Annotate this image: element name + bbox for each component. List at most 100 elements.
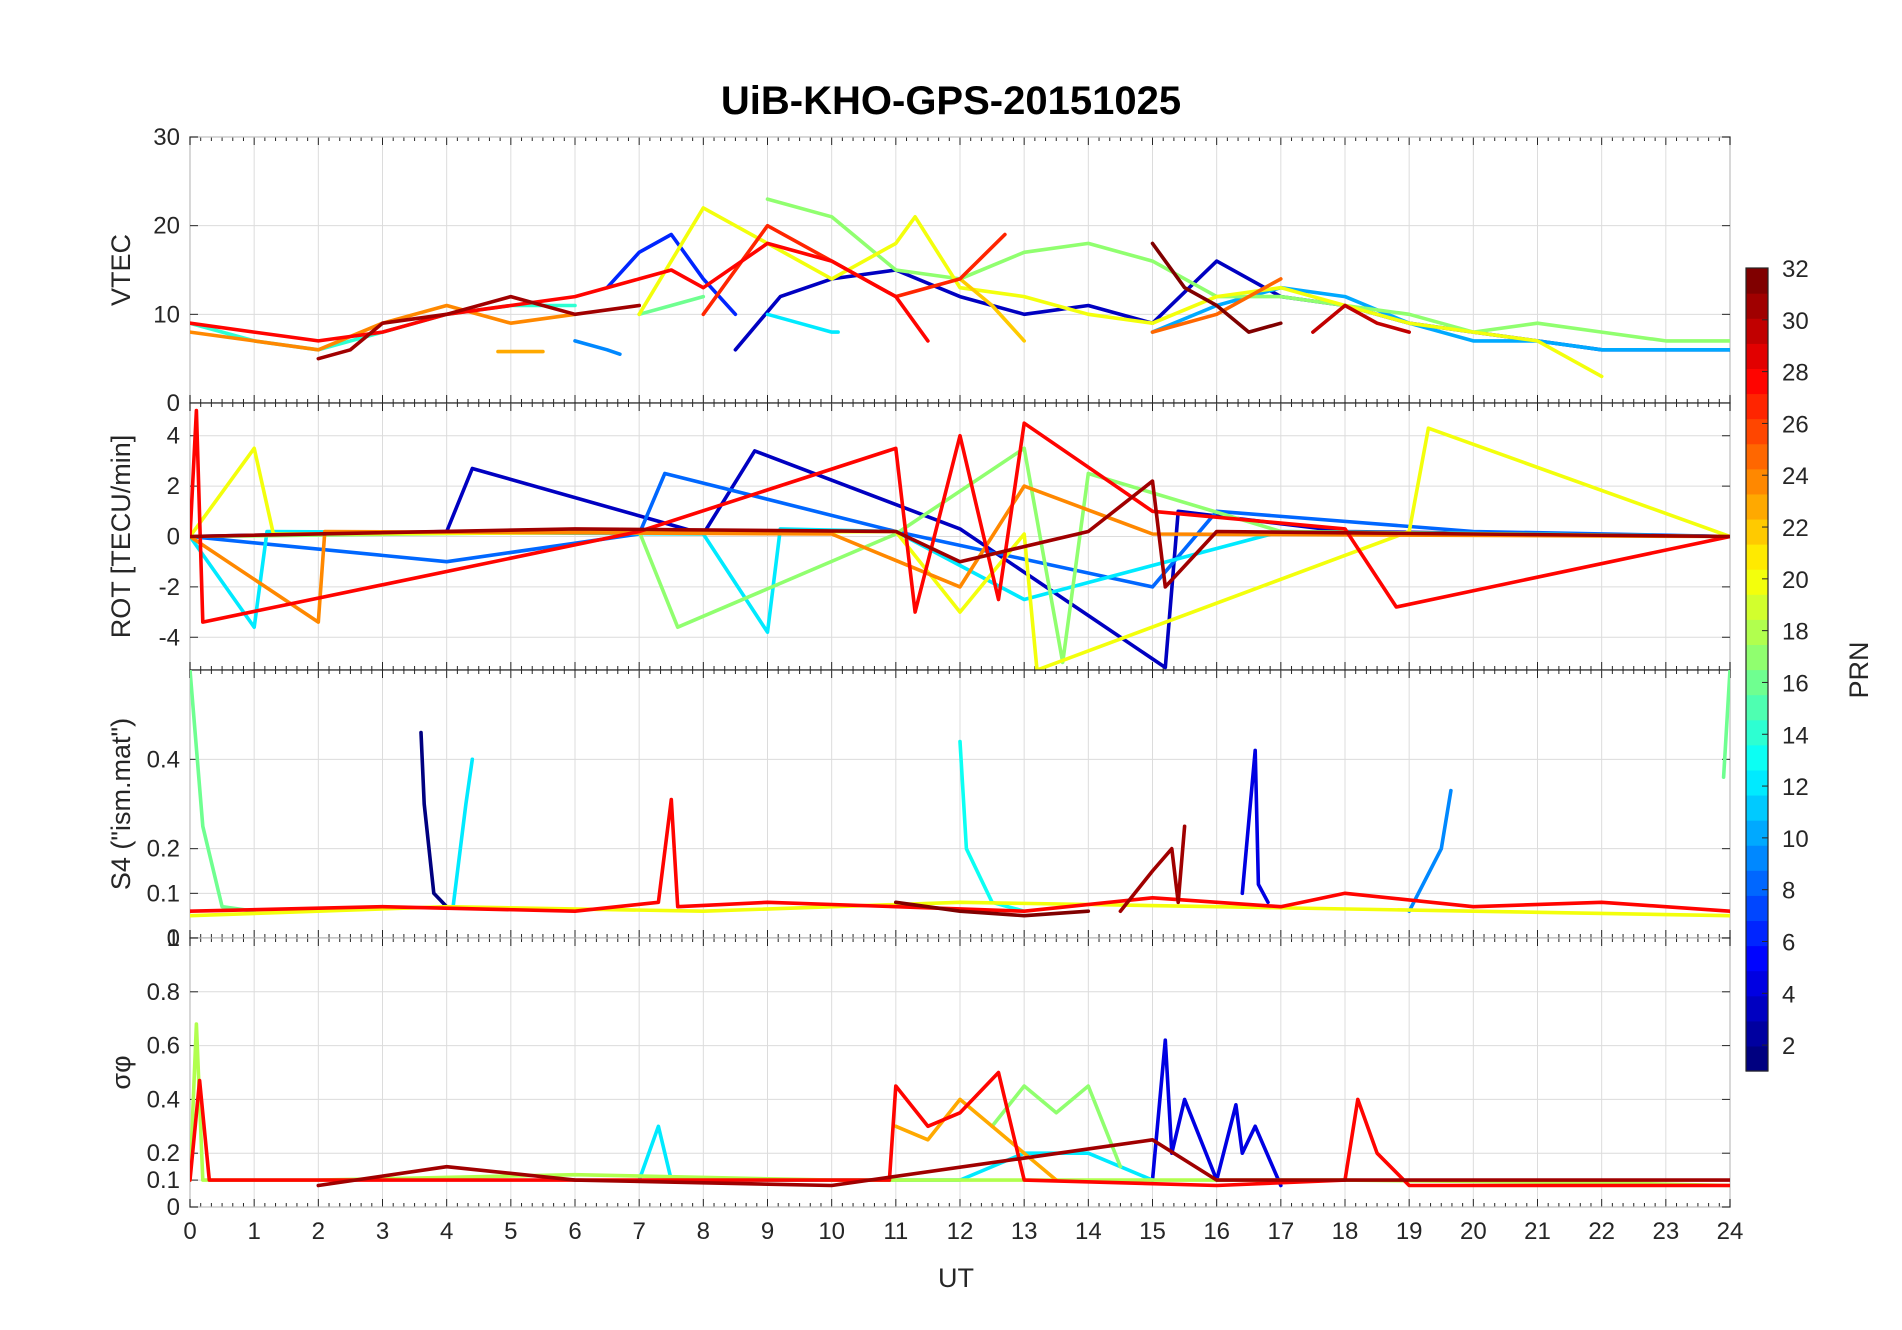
colorbar-tick-label: 22 xyxy=(1782,515,1809,542)
x-tick-label: 8 xyxy=(697,1218,710,1245)
colorbar-tick-label: 24 xyxy=(1782,463,1809,490)
colorbar-segment xyxy=(1746,368,1768,395)
y-tick-label: 0.2 xyxy=(147,1140,180,1167)
series-line-prn-16 xyxy=(1721,670,1730,779)
colorbar-segment xyxy=(1746,343,1768,369)
series-line-prn-30 xyxy=(1311,303,1411,334)
x-tick-label: 1 xyxy=(247,1218,260,1245)
y-tick-label: 0 xyxy=(167,925,180,952)
panel-3-y-label: S4 ("ism.mat") xyxy=(106,718,136,890)
x-tick-label: 15 xyxy=(1139,1218,1166,1245)
colorbar-segment xyxy=(1746,970,1768,997)
colorbar-tick-label: 6 xyxy=(1782,929,1795,956)
series-line-prn-12 xyxy=(190,527,1730,634)
colorbar-segment xyxy=(1746,794,1768,821)
x-tick-label: 14 xyxy=(1075,1218,1102,1245)
x-tick-label: 7 xyxy=(632,1218,645,1245)
series-line-prn-25 xyxy=(1150,277,1283,334)
y-tick-label: 10 xyxy=(153,301,180,328)
series-line-prn-17 xyxy=(990,1084,1123,1169)
series-line-prn-13 xyxy=(958,739,1026,913)
x-tick-label: 2 xyxy=(312,1218,325,1245)
x-tick-label: 9 xyxy=(761,1218,774,1245)
series-line-prn-32 xyxy=(894,900,1091,918)
panel-1: 0 10 20 30 VTEC xyxy=(106,124,1731,417)
colorbar-tick-label: 14 xyxy=(1782,722,1809,749)
colorbar-label: PRN xyxy=(1844,641,1874,698)
panel-4-y-label: σφ xyxy=(106,1055,136,1089)
x-tick-label: 17 xyxy=(1267,1218,1294,1245)
colorbar-segment xyxy=(1746,719,1768,746)
series-line-prn-32 xyxy=(1150,241,1283,334)
series-line-prn-31 xyxy=(316,294,641,361)
y-tick-label: 0.4 xyxy=(147,746,180,773)
colorbar-tick-label: 18 xyxy=(1782,619,1809,646)
series-line-prn-20 xyxy=(637,206,1604,379)
colorbar-segment xyxy=(1746,594,1768,620)
x-tick-label: 10 xyxy=(818,1218,845,1245)
colorbar-tick-label: 16 xyxy=(1782,670,1809,697)
colorbar-segment xyxy=(1746,845,1768,871)
colorbar-tick-label: 10 xyxy=(1782,826,1809,853)
x-tick-label: 21 xyxy=(1524,1218,1551,1245)
x-tick-label: 23 xyxy=(1652,1218,1679,1245)
colorbar-segment xyxy=(1746,870,1768,896)
y-tick-label: 4 xyxy=(167,423,180,450)
series-line-prn-31 xyxy=(316,1138,1730,1188)
colorbar-segment xyxy=(1746,569,1768,595)
series-line-prn-31 xyxy=(1118,824,1187,913)
colorbar-tick-label: 32 xyxy=(1782,256,1809,283)
x-tick-label: 18 xyxy=(1332,1218,1359,1245)
panel-2-y-label: ROT [TECU/min] xyxy=(106,435,136,639)
x-tick-label: 4 xyxy=(440,1218,453,1245)
panel-2: -4 -2 0 2 4 ROT [TECU/min] xyxy=(106,402,1731,671)
colorbar-segment xyxy=(1746,493,1768,520)
colorbar-segment xyxy=(1746,418,1768,445)
x-tick-label: 6 xyxy=(568,1218,581,1245)
colorbar-segment xyxy=(1746,468,1768,495)
colorbar-segment xyxy=(1746,544,1768,570)
y-tick-label: 0.1 xyxy=(147,880,180,907)
x-axis-label: UT xyxy=(938,1263,974,1293)
colorbar-segment xyxy=(1746,995,1768,1022)
colorbar-segment xyxy=(1746,1045,1768,1072)
x-tick-label: 5 xyxy=(504,1218,517,1245)
panel-1-y-label: VTEC xyxy=(106,234,136,306)
colorbar-tick-label: 28 xyxy=(1782,360,1809,387)
colorbar-segment xyxy=(1746,820,1768,846)
y-tick-label: 0 xyxy=(167,1194,180,1221)
x-tick-label: 11 xyxy=(883,1218,908,1245)
colorbar-tick-label: 12 xyxy=(1782,774,1809,801)
y-tick-label: 0.2 xyxy=(147,836,180,863)
series-line-prn-16 xyxy=(637,294,706,317)
series-line-prn-28 xyxy=(190,408,1730,624)
colorbar-segment xyxy=(1746,268,1768,294)
y-tick-label: 1 xyxy=(167,925,180,952)
colorbar-segment xyxy=(1746,619,1768,646)
x-tick-label: 12 xyxy=(947,1218,974,1245)
series-line-prn-6 xyxy=(605,232,738,317)
series-line-prn-4 xyxy=(1240,748,1270,905)
colorbar-segment xyxy=(1746,895,1768,922)
colorbar-segment xyxy=(1746,769,1768,796)
x-tick-label: 24 xyxy=(1717,1218,1744,1245)
x-tick-label: 13 xyxy=(1011,1218,1038,1245)
colorbar-tick-label: 4 xyxy=(1782,981,1795,1008)
series-line-prn-17 xyxy=(190,446,1730,665)
colorbar-segment xyxy=(1746,945,1768,972)
series-line-prn-28 xyxy=(190,797,1730,913)
colorbar-segment xyxy=(1746,920,1768,947)
colorbar-tick-label: 2 xyxy=(1782,1033,1795,1060)
figure-title: UiB-KHO-GPS-20151025 xyxy=(721,79,1181,123)
colorbar-segment xyxy=(1746,744,1768,771)
y-tick-label: -2 xyxy=(159,574,180,601)
colorbar-segment xyxy=(1746,1020,1768,1047)
colorbar-frame xyxy=(1745,267,1769,1072)
colorbar-segment xyxy=(1746,293,1768,319)
panel-3: 0 0.1 0.2 0.4 S4 ("ism.mat") xyxy=(106,669,1731,952)
series-line-prn-28 xyxy=(190,241,930,343)
x-tick-label: 20 xyxy=(1460,1218,1487,1245)
